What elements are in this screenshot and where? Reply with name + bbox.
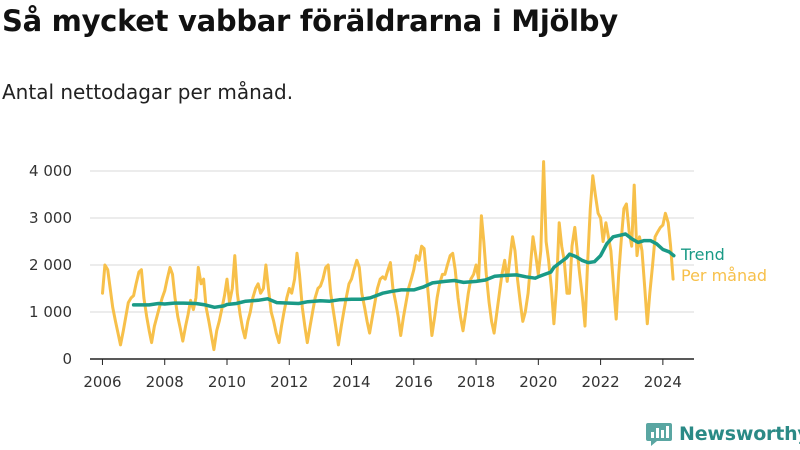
- x-tick-label: 2014: [332, 373, 370, 391]
- chart-title: Så mycket vabbar föräldrarna i Mjölby: [2, 4, 618, 38]
- chart-subtitle: Antal nettodagar per månad.: [2, 80, 294, 104]
- x-tick-label: 2010: [208, 373, 246, 391]
- y-tick-label: 1 000: [29, 303, 72, 321]
- x-tick-label: 2018: [457, 373, 495, 391]
- series-labels: Trend Per månad: [680, 245, 767, 285]
- series-line-per-manad: [101, 160, 675, 352]
- grid-lines: [90, 170, 694, 313]
- series-line-trend: [131, 232, 676, 310]
- y-axis-tick-labels: 0 1 000 2 000 3 000 4 000: [29, 162, 72, 368]
- x-tick-label: 2020: [519, 373, 557, 391]
- series-label-trend: Trend: [680, 245, 725, 264]
- x-tick-label: 2016: [395, 373, 433, 391]
- x-tick-label: 2008: [146, 373, 184, 391]
- y-tick-label: 2 000: [29, 256, 72, 274]
- x-tick-label: 2006: [83, 373, 121, 391]
- y-tick-label: 0: [62, 350, 72, 368]
- y-tick-label: 3 000: [29, 209, 72, 227]
- x-tick-label: 2012: [270, 373, 308, 391]
- newsworthy-logo-icon: [646, 423, 672, 446]
- series-label-per-manad: Per månad: [681, 266, 767, 285]
- x-tick-label: 2022: [582, 373, 620, 391]
- brand-name: Newsworthy: [679, 423, 800, 445]
- x-tick-label: 2024: [644, 373, 682, 391]
- series-lines: [101, 160, 676, 352]
- y-tick-label: 4 000: [29, 162, 72, 180]
- newsworthy-logo: Newsworthy: [645, 421, 800, 447]
- x-axis: 2006 2008 2010 2012 2014 2016 2018 2020 2022 2024: [83, 358, 694, 391]
